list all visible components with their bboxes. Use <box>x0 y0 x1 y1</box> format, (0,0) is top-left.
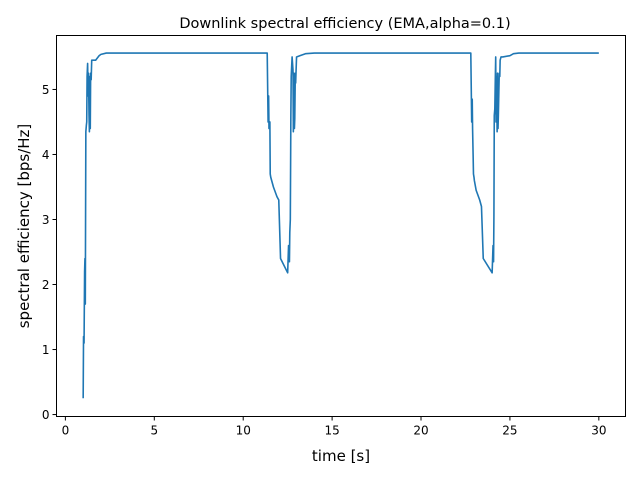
x-tick-label: 5 <box>150 424 158 438</box>
y-tick-label: 3 <box>42 213 50 227</box>
x-tick-label: 30 <box>591 424 606 438</box>
chart-title: Downlink spectral efficiency (EMA,alpha=… <box>179 16 510 32</box>
x-axis-ticks: 0 5 10 15 20 25 30 <box>62 416 606 438</box>
y-axis-ticks: 0 1 2 3 4 5 <box>42 83 57 422</box>
y-tick-label: 2 <box>42 278 50 292</box>
y-axis-label: spectral efficiency [bps/Hz] <box>15 124 33 329</box>
y-tick-label: 1 <box>42 343 50 357</box>
axes-frame <box>56 35 626 417</box>
x-tick-label: 10 <box>236 424 251 438</box>
x-tick-label: 15 <box>324 424 339 438</box>
y-tick-label: 4 <box>42 148 50 162</box>
x-tick-label: 25 <box>502 424 517 438</box>
series-line <box>82 52 599 399</box>
x-axis-label: time [s] <box>312 447 370 465</box>
x-tick-label: 20 <box>413 424 428 438</box>
y-tick-label: 0 <box>42 408 50 422</box>
plot-area <box>56 35 626 417</box>
y-tick-label: 5 <box>42 83 50 97</box>
x-tick-label: 0 <box>62 424 70 438</box>
